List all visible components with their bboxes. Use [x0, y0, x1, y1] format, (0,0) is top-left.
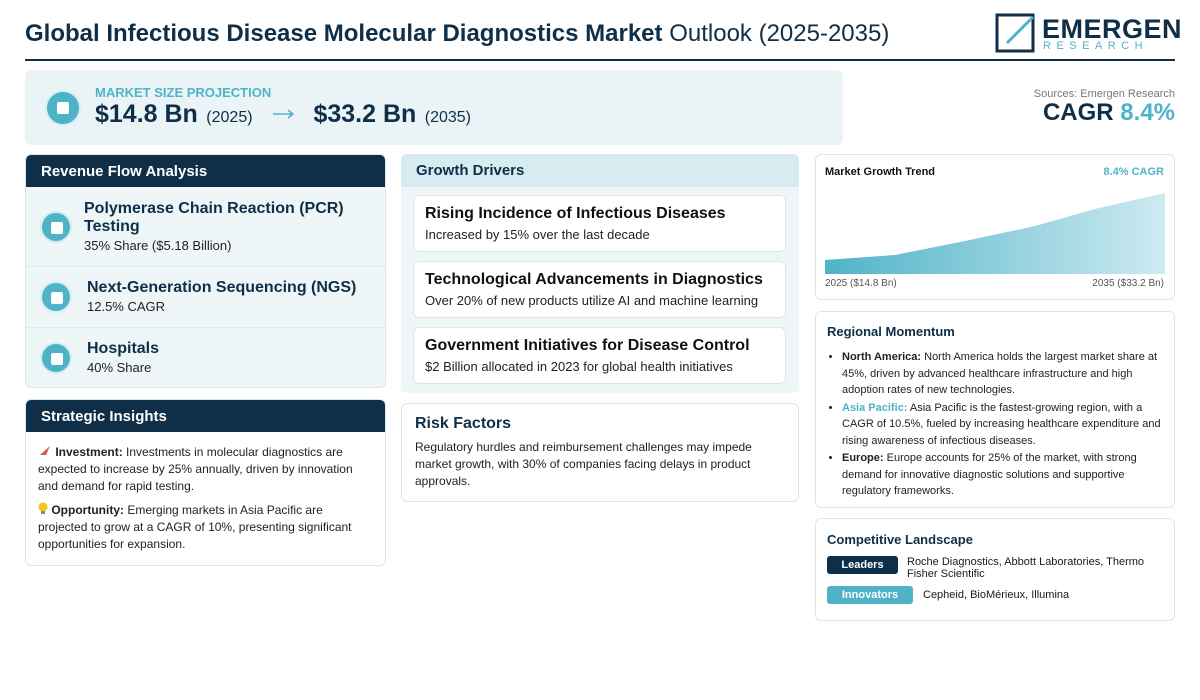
item-title: Hospitals: [87, 340, 160, 357]
logo-subtext: RESEARCH: [1043, 40, 1149, 52]
insight-label: Opportunity:: [51, 503, 124, 517]
arrow: [273, 109, 295, 119]
trend-title: Market Growth Trend: [825, 166, 936, 178]
start-year: (2025): [206, 109, 253, 126]
item-detail: 40% Share: [87, 360, 152, 375]
title-bold: Global Infectious Disease Molecular Diag…: [25, 20, 663, 47]
region-name: Asia Pacific:: [842, 401, 908, 414]
page-title: Global Infectious Disease Molecular Diag…: [25, 20, 889, 48]
cagr-label: CAGR: [1042, 99, 1114, 126]
start-value: $14.8 Bn: [95, 100, 198, 128]
driver-card: Rising Incidence of Infectious Diseases I…: [413, 195, 786, 252]
region-item: North America: North America holds the l…: [842, 349, 1163, 399]
logo-mark: [995, 13, 1035, 53]
driver-card: Government Initiatives for Disease Contr…: [413, 327, 786, 384]
driver-title: Rising Incidence of Infectious Diseases: [425, 205, 726, 222]
end-year: (2035): [424, 109, 471, 126]
driver-detail: $2 Billion allocated in 2023 for global …: [425, 359, 733, 374]
region-text: North America holds the largest market s…: [842, 351, 1158, 396]
competitive-card: Competitive Landscape Leaders Roche Diagn…: [815, 518, 1175, 621]
region-name: North America:: [842, 351, 922, 363]
region-text: Europe accounts for 25% of the market, w…: [842, 452, 1137, 497]
revenue-item: Polymerase Chain Reaction (PCR) Testing …: [26, 187, 385, 267]
risk-text: Regulatory hurdles and reimbursement cha…: [415, 440, 752, 488]
item-detail: 35% Share ($5.18 Billion): [84, 238, 232, 253]
badge: Innovators: [827, 586, 913, 604]
trend-card: Market Growth Trend 8.4% CAGR 2025 ($14.…: [815, 154, 1175, 300]
projection-values: $14.8 Bn (2025) $33.2 Bn (2035): [95, 100, 471, 129]
cagr: CAGR 8.4%: [1043, 99, 1175, 127]
logo-text: EMERGEN: [1042, 14, 1183, 44]
insight-text: Investments in molecular diagnostics are…: [38, 445, 353, 493]
regional-card: Regional Momentum North America: North A…: [815, 311, 1175, 508]
strategic-insights-card: Strategic Insights Investment: Investmen…: [25, 399, 386, 566]
driver-detail: Over 20% of new products utilize AI and …: [425, 293, 759, 308]
card-title: Regional Momentum: [827, 324, 955, 339]
competitor-row: Innovators Cepheid, BioMérieux, Illumina: [827, 586, 1163, 604]
panel-header: Growth Drivers: [401, 154, 799, 187]
bulb-icon: [38, 502, 48, 514]
cagr-value: 8.4%: [1120, 99, 1175, 126]
item-icon: [40, 342, 72, 374]
item-detail: 12.5% CAGR: [87, 299, 166, 314]
item-icon: [40, 211, 72, 243]
region-name: Europe:: [842, 452, 884, 464]
region-item: Europe: Europe accounts for 25% of the m…: [842, 450, 1163, 500]
card-header: Strategic Insights: [26, 400, 385, 432]
trend-start: 2025 ($14.8 Bn): [825, 278, 897, 289]
revenue-flow-card: Revenue Flow Analysis Polymerase Chain R…: [25, 154, 386, 388]
companies: Cepheid, BioMérieux, Illumina: [923, 589, 1070, 601]
region-text: Asia Pacific is the fastest-growing regi…: [842, 401, 1161, 447]
header: Global Infectious Disease Molecular Diag…: [25, 13, 1182, 61]
driver-title: Government Initiatives for Disease Contr…: [425, 337, 750, 354]
card-header: Revenue Flow Analysis: [26, 155, 385, 187]
trend-area: [825, 193, 1165, 274]
growth-drivers-panel: Growth Drivers Rising Incidence of Infec…: [401, 154, 799, 393]
trend-end: 2035 ($33.2 Bn): [1092, 278, 1164, 289]
region-list: North America: North America holds the l…: [827, 349, 1163, 500]
item-icon: [40, 281, 72, 313]
end-value: $33.2 Bn: [313, 100, 417, 128]
driver-detail: Increased by 15% over the last decade: [425, 227, 650, 242]
item-title: Next-Generation Sequencing (NGS): [87, 279, 357, 296]
insight-text: Emerging markets in Asia Pacific are pro…: [38, 503, 352, 551]
insight: Opportunity: Emerging markets in Asia Pa…: [38, 502, 368, 553]
competitor-row: Leaders Roche Diagnostics, Abbott Laborat…: [827, 556, 1163, 580]
projection-label: MARKET SIZE PROJECTION: [95, 85, 272, 100]
insight-label: Investment:: [55, 445, 123, 459]
title-rest: Outlook (2025-2035): [669, 20, 890, 47]
driver-title: Technological Advancements in Diagnostic…: [425, 271, 763, 288]
risk-factors-card: Risk Factors Regulatory hurdles and reim…: [401, 403, 799, 502]
item-title: Polymerase Chain Reaction (PCR) Testing: [84, 200, 344, 235]
card-title: Risk Factors: [415, 415, 512, 432]
sources: Sources: Emergen Research: [1033, 88, 1175, 100]
insight: Investment: Investments in molecular dia…: [38, 444, 368, 495]
card-title: Competitive Landscape: [827, 532, 973, 547]
badge: Leaders: [827, 556, 898, 574]
rocket-icon: [40, 446, 50, 455]
driver-card: Technological Advancements in Diagnostic…: [413, 261, 786, 318]
chart-icon: [45, 90, 81, 126]
region-item: Asia Pacific: Asia Pacific is the fastes…: [842, 400, 1163, 450]
revenue-item: Next-Generation Sequencing (NGS) 12.5% C…: [26, 266, 385, 327]
trend-cagr: 8.4% CAGR: [1103, 166, 1164, 178]
revenue-item: Hospitals 40% Share: [26, 327, 385, 387]
companies: Roche Diagnostics, Abbott Laboratories, …: [907, 556, 1145, 580]
projection-box: MARKET SIZE PROJECTION $14.8 Bn (2025) $…: [25, 70, 843, 145]
